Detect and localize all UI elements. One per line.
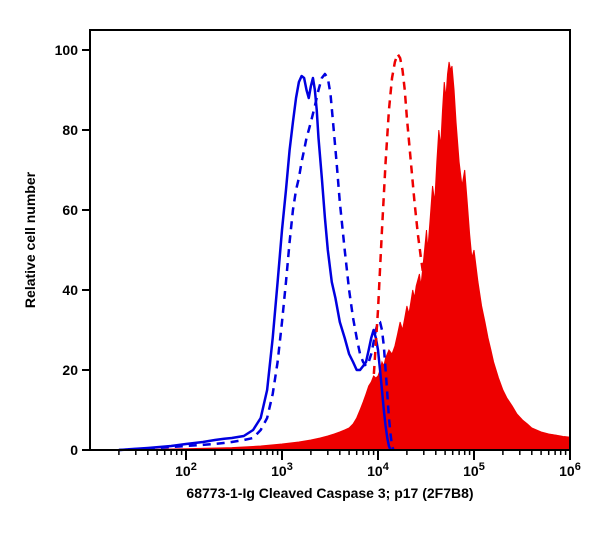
ytick-label: 100: [55, 42, 79, 58]
yaxis-label: Relative cell number: [22, 171, 38, 308]
ytick-label: 0: [70, 442, 78, 458]
ytick-label: 40: [62, 282, 78, 298]
xaxis-label: 68773-1-Ig Cleaved Caspase 3; p17 (2F7B8…: [186, 485, 473, 501]
ytick-label: 60: [62, 202, 78, 218]
ytick-label: 20: [62, 362, 78, 378]
chart-svg: 020406080100102103104105106Relative cell…: [0, 0, 599, 536]
ytick-label: 80: [62, 122, 78, 138]
flow-cytometry-chart: 020406080100102103104105106Relative cell…: [0, 0, 599, 536]
